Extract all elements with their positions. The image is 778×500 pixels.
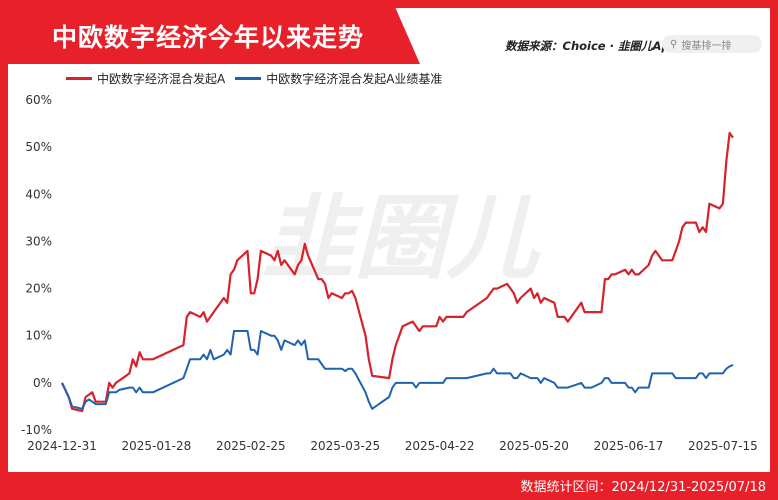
legend-item-benchmark: 中欧数字经济混合发起A业绩基准 bbox=[235, 70, 442, 87]
x-tick-label: 2024-12-31 bbox=[27, 439, 97, 453]
search-box[interactable]: ⚲ 搜基排一排 bbox=[662, 35, 762, 53]
data-source: 数据来源：Choice · 韭圈儿App bbox=[505, 39, 678, 53]
y-tick-label: -10% bbox=[21, 423, 52, 437]
y-tick-label: 40% bbox=[25, 187, 52, 201]
legend: 中欧数字经济混合发起A 中欧数字经济混合发起A业绩基准 bbox=[66, 70, 442, 87]
legend-swatch-fund bbox=[66, 77, 92, 80]
legend-item-fund: 中欧数字经济混合发起A bbox=[66, 70, 225, 87]
y-tick-label: 30% bbox=[25, 234, 52, 248]
legend-swatch-benchmark bbox=[235, 77, 262, 80]
footer-stat-period: 数据统计区间：2024/12/31-2025/07/18 bbox=[520, 480, 766, 495]
y-tick-label: 20% bbox=[25, 282, 52, 296]
x-tick-label: 2025-05-20 bbox=[499, 439, 569, 453]
x-tick-label: 2025-03-25 bbox=[310, 439, 380, 453]
legend-label-fund: 中欧数字经济混合发起A bbox=[97, 72, 226, 86]
x-tick-label: 2025-06-17 bbox=[594, 439, 664, 453]
x-tick-label: 2025-01-28 bbox=[122, 439, 192, 453]
search-placeholder: 搜基排一排 bbox=[681, 40, 732, 52]
series-lines bbox=[61, 131, 734, 413]
y-tick-label: 10% bbox=[25, 329, 52, 343]
title-banner bbox=[0, 0, 420, 64]
y-tick-label: 0% bbox=[33, 376, 52, 390]
x-tick-label: 2025-04-22 bbox=[405, 439, 475, 453]
watermark-logo: 韭圈儿 bbox=[262, 185, 541, 292]
series-line-benchmark bbox=[61, 330, 734, 410]
x-axis: 2024-12-31 2025-01-28 2025-02-25 2025-03-25… bbox=[27, 439, 758, 453]
x-tick-label: 2025-07-15 bbox=[688, 439, 758, 453]
chart-title: 中欧数字经济今年以来走势 bbox=[52, 23, 365, 52]
series-line-fund bbox=[61, 131, 734, 413]
y-axis: 60% 50% 40% 30% 20% 10% 0% -10% bbox=[21, 93, 52, 437]
legend-label-benchmark: 中欧数字经济混合发起A业绩基准 bbox=[266, 72, 443, 86]
x-tick-label: 2025-02-25 bbox=[216, 439, 286, 453]
y-tick-label: 60% bbox=[25, 93, 52, 107]
search-icon: ⚲ bbox=[670, 38, 678, 50]
y-tick-label: 50% bbox=[25, 140, 52, 154]
